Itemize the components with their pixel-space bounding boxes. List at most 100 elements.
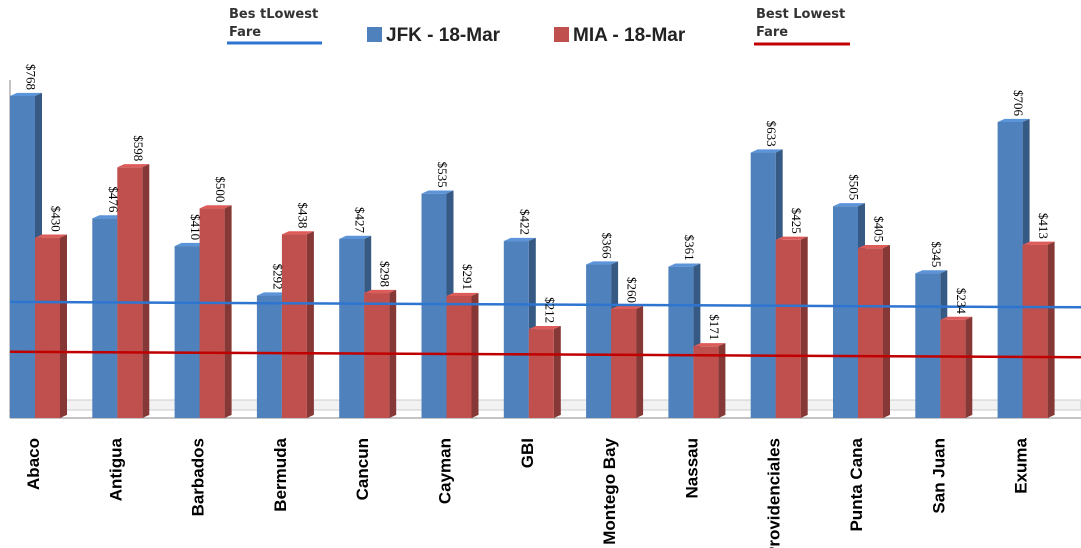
bar-side bbox=[883, 245, 890, 418]
value-label: $500 bbox=[213, 176, 228, 202]
bar-top bbox=[339, 235, 372, 239]
category-label: Punta Cana bbox=[847, 437, 866, 531]
bar-side bbox=[142, 164, 150, 418]
category-label: Abaco bbox=[24, 438, 43, 490]
category-label: Cancun bbox=[353, 438, 372, 500]
legend-bestlowest-label-line2: Fare bbox=[229, 25, 261, 40]
bar-front bbox=[611, 308, 637, 418]
bar-top bbox=[528, 325, 561, 330]
legend-bestlowest-red-label-line1: Best Lowest bbox=[756, 7, 845, 22]
bar-front bbox=[775, 239, 801, 418]
bar-mia bbox=[611, 305, 644, 418]
bar-side bbox=[306, 231, 314, 418]
bar-mia bbox=[35, 234, 67, 418]
bar-mia bbox=[693, 343, 726, 418]
value-label: $425 bbox=[789, 208, 804, 234]
value-label: $361 bbox=[682, 235, 697, 261]
bar-top bbox=[668, 263, 701, 267]
reference-line bbox=[9, 300, 1081, 309]
bar-front bbox=[586, 264, 612, 418]
bars-group bbox=[10, 92, 1055, 419]
reference-lines-group bbox=[9, 300, 1081, 359]
bar-front bbox=[528, 329, 554, 418]
bar-top bbox=[174, 242, 207, 247]
bar-front bbox=[1022, 244, 1048, 418]
value-label: $291 bbox=[460, 264, 475, 290]
category-label: Barbados bbox=[189, 438, 208, 516]
bar-top bbox=[915, 270, 948, 274]
value-label: $410 bbox=[188, 214, 203, 240]
category-labels-group: Abaco Antigua Barbados Bermuda Cancun Cayman G… bbox=[24, 437, 1031, 548]
category-label: San Juan bbox=[929, 438, 948, 514]
bar-front bbox=[117, 167, 143, 418]
bar-mia bbox=[775, 236, 808, 418]
legend-jfk-swatch bbox=[367, 27, 382, 42]
value-label: $413 bbox=[1036, 213, 1051, 239]
value-labels-group: $768 $430 $476 $598 $410 $500 $292 $438 $427 $298… bbox=[24, 64, 1052, 340]
legend-bestlowest-label-line1: Bes tLowest bbox=[229, 7, 318, 22]
legend-mia-swatch bbox=[554, 27, 569, 42]
category-label: Nassau bbox=[682, 438, 701, 498]
value-label: $234 bbox=[954, 288, 969, 315]
bar-top bbox=[10, 92, 42, 96]
category-label: GBI bbox=[518, 438, 537, 468]
bar-jfk bbox=[10, 92, 42, 418]
bar-top bbox=[421, 190, 454, 194]
bar-top bbox=[693, 343, 726, 347]
bar-side bbox=[553, 325, 561, 418]
bar-front bbox=[174, 246, 200, 418]
category-label: Providenciales bbox=[765, 438, 784, 548]
bar-top bbox=[940, 316, 973, 320]
bar-top bbox=[750, 149, 783, 153]
value-label: $706 bbox=[1011, 90, 1026, 117]
value-label: $366 bbox=[600, 233, 615, 260]
bar-mia bbox=[1022, 241, 1055, 418]
bar-front bbox=[503, 241, 529, 418]
bar-top bbox=[775, 236, 808, 240]
category-label: Exuma bbox=[1012, 437, 1031, 493]
bar-front bbox=[92, 218, 118, 418]
bar-top bbox=[586, 261, 619, 265]
value-label: $430 bbox=[49, 206, 64, 232]
bar-mia bbox=[199, 205, 232, 418]
legend-jfk-label: JFK - 18-Mar bbox=[386, 25, 501, 46]
bar-top bbox=[281, 231, 314, 235]
bar-front bbox=[668, 266, 694, 418]
value-label: $345 bbox=[929, 241, 944, 267]
reference-line bbox=[9, 350, 1081, 359]
bar-front bbox=[833, 206, 858, 418]
value-label: $292 bbox=[270, 264, 285, 290]
bar-front bbox=[35, 237, 60, 418]
bar-side bbox=[224, 205, 232, 418]
bar-front bbox=[281, 234, 307, 418]
value-label: $598 bbox=[131, 135, 146, 161]
bar-side bbox=[1047, 241, 1055, 418]
bar-side bbox=[636, 305, 644, 418]
bar-front bbox=[858, 248, 883, 418]
bar-front bbox=[199, 208, 225, 418]
bar-front bbox=[256, 295, 282, 418]
bar-front bbox=[339, 238, 365, 418]
bar-front bbox=[364, 293, 390, 418]
bar-top bbox=[35, 234, 67, 238]
bar-front bbox=[750, 152, 776, 418]
bar-mia bbox=[940, 316, 973, 418]
bar-mia bbox=[117, 164, 150, 418]
bar-side bbox=[471, 292, 479, 418]
value-label: $171 bbox=[707, 314, 722, 340]
bar-top bbox=[833, 203, 865, 207]
category-label: Bermuda bbox=[271, 437, 290, 511]
bar-top bbox=[364, 289, 397, 294]
value-label: $405 bbox=[872, 216, 887, 242]
bar-mia bbox=[364, 289, 397, 418]
bar-side bbox=[60, 234, 67, 418]
bar-jfk bbox=[586, 261, 619, 418]
bar-front bbox=[940, 319, 966, 418]
legend-mia-label: MIA - 18-Mar bbox=[573, 25, 686, 46]
bar-top bbox=[256, 292, 289, 296]
bar-front bbox=[915, 273, 941, 418]
value-label: $535 bbox=[435, 162, 450, 188]
value-label: $422 bbox=[517, 209, 532, 235]
bar-top bbox=[446, 292, 479, 296]
